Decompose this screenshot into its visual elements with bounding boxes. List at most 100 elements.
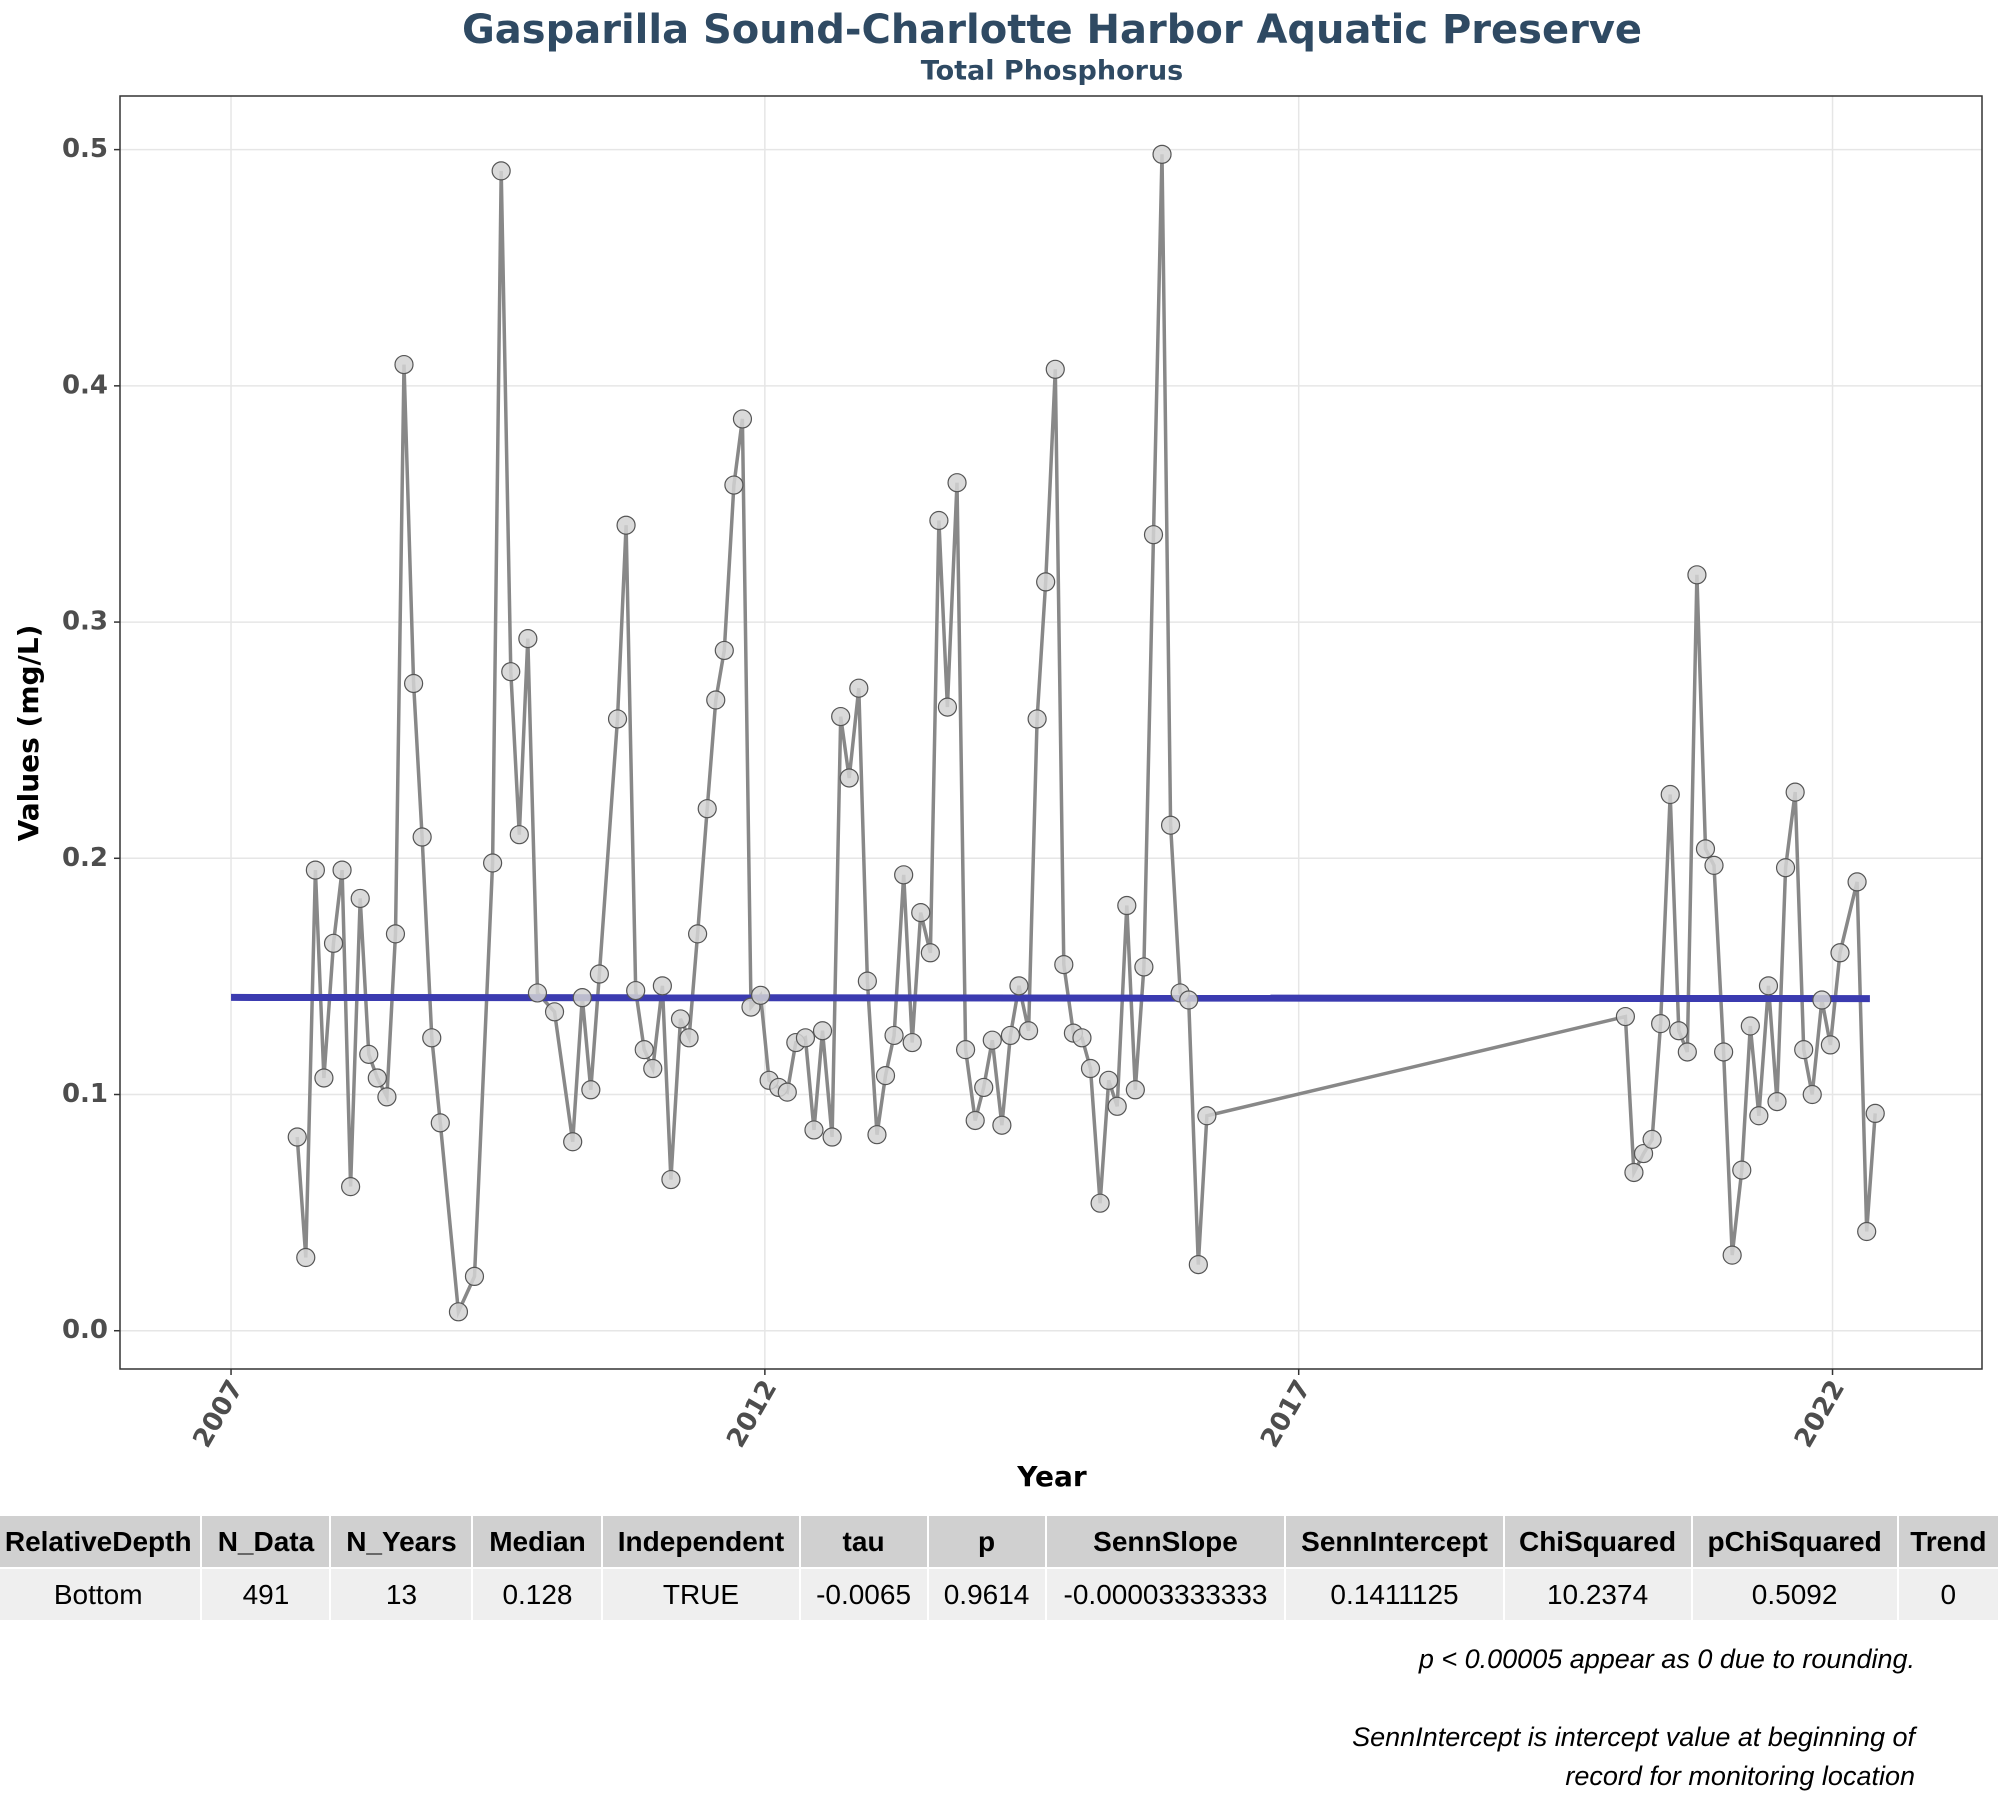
data-point xyxy=(831,706,851,727)
data-point xyxy=(688,924,708,944)
data-point xyxy=(483,853,503,873)
table-cell: 10.2374 xyxy=(1502,1567,1693,1622)
data-point xyxy=(1767,1091,1787,1112)
data-point xyxy=(1722,1245,1742,1265)
data-point xyxy=(937,697,958,717)
y-tick-label: 0.1 xyxy=(62,1079,108,1109)
data-point xyxy=(518,629,538,649)
data-point xyxy=(1704,855,1724,875)
data-point xyxy=(1152,144,1172,164)
data-point xyxy=(377,1087,397,1107)
data-point xyxy=(1775,858,1796,878)
data-point xyxy=(616,515,636,535)
data-point xyxy=(1197,1106,1217,1126)
data-point xyxy=(1018,1021,1039,1041)
data-point xyxy=(795,1028,816,1048)
data-point xyxy=(911,903,931,923)
data-point xyxy=(296,1247,316,1268)
x-tick-label: 2022 xyxy=(1789,1375,1851,1453)
data-point xyxy=(385,924,406,944)
data-point xyxy=(1009,976,1029,996)
table-cell: 0.5092 xyxy=(1690,1567,1899,1622)
data-point xyxy=(1785,782,1805,802)
data-point xyxy=(1669,1021,1689,1041)
data-point xyxy=(305,860,325,880)
note: p < 0.00005 appear as 0 due to rounding. xyxy=(1418,1644,1915,1674)
data-point xyxy=(920,943,940,963)
data-point xyxy=(1090,1193,1110,1213)
data-point xyxy=(314,1068,334,1088)
data-point xyxy=(394,354,414,375)
table-cell: 0.1411125 xyxy=(1284,1567,1505,1622)
table-cell: 0.9614 xyxy=(926,1567,1047,1622)
table-cell: 13 xyxy=(329,1567,474,1622)
table-cell: 0.128 xyxy=(471,1567,604,1622)
chart-title: Gasparilla Sound-Charlotte Harbor Aquati… xyxy=(462,7,1642,53)
data-point xyxy=(287,1127,307,1147)
data-point xyxy=(544,1002,565,1022)
data-point xyxy=(1080,1058,1101,1079)
column-header: tau xyxy=(798,1514,929,1569)
stats-table-wrap: RelativeDepth N_Data N_Years Median Independ… xyxy=(0,1514,2000,1622)
data-point xyxy=(1802,1084,1822,1105)
data-point xyxy=(1045,359,1065,379)
data-point xyxy=(894,865,914,885)
data-point xyxy=(1054,954,1074,975)
data-point xyxy=(404,673,424,694)
data-point xyxy=(965,1110,985,1131)
data-point xyxy=(626,980,646,1001)
data-point xyxy=(1660,784,1680,805)
data-point xyxy=(1624,1162,1644,1183)
data-point xyxy=(822,1127,842,1147)
column-header: p xyxy=(926,1514,1047,1569)
data-point xyxy=(929,510,949,531)
data-point xyxy=(1615,1006,1636,1027)
data-point xyxy=(1107,1096,1127,1116)
data-point xyxy=(661,1169,681,1190)
data-point xyxy=(1714,1042,1734,1062)
data-point xyxy=(812,1021,833,1041)
y-tick-label: 0.0 xyxy=(62,1315,108,1345)
y-tick-label: 0.4 xyxy=(62,370,108,400)
column-header: pChiSquared xyxy=(1690,1514,1899,1569)
data-point xyxy=(974,1077,994,1098)
column-header: Trend xyxy=(1896,1514,2000,1569)
table-cell: Bottom xyxy=(0,1567,203,1622)
data-point xyxy=(1677,1042,1697,1062)
data-point xyxy=(527,983,548,1003)
x-tick-label: 2007 xyxy=(187,1375,249,1453)
column-header: N_Data xyxy=(200,1514,332,1569)
data-point xyxy=(509,825,529,845)
data-point xyxy=(679,1028,699,1048)
data-point xyxy=(1179,990,1199,1010)
data-point xyxy=(359,1044,379,1064)
data-point xyxy=(1758,976,1779,996)
data-point xyxy=(1000,1025,1021,1046)
data-point xyxy=(448,1302,469,1322)
data-point xyxy=(1143,525,1164,545)
note: SennIntercept is intercept value at begi… xyxy=(1352,1722,1915,1791)
data-point xyxy=(1749,1106,1769,1126)
trend-line xyxy=(231,993,1870,1003)
data-point xyxy=(732,409,753,429)
data-point xyxy=(1134,957,1154,977)
chart-subtitle: Total Phosphorus xyxy=(921,56,1184,87)
y-tick-label: 0.3 xyxy=(62,607,108,637)
stats-table: RelativeDepth N_Data N_Years Median Independ… xyxy=(0,1514,2000,1622)
data-point xyxy=(430,1113,450,1133)
data-point xyxy=(1125,1080,1145,1100)
table-row: Bottom 491 13 0.128 TRUE -0.0065 0.9614 -0.0000… xyxy=(0,1567,2000,1622)
column-header: N_Years xyxy=(329,1514,474,1569)
column-header: ChiSquared xyxy=(1502,1514,1693,1569)
data-point xyxy=(1027,709,1047,729)
data-point xyxy=(875,1066,896,1086)
data-point xyxy=(1732,1160,1752,1180)
x-tick-label: 2017 xyxy=(1255,1375,1317,1453)
data-point xyxy=(714,640,734,661)
data-point xyxy=(1117,895,1137,916)
data-point xyxy=(572,988,592,1008)
data-point xyxy=(589,964,609,984)
y-tick-label: 0.5 xyxy=(62,134,108,164)
chart: Gasparilla Sound-Charlotte Harbor Aquati… xyxy=(12,7,1983,1493)
